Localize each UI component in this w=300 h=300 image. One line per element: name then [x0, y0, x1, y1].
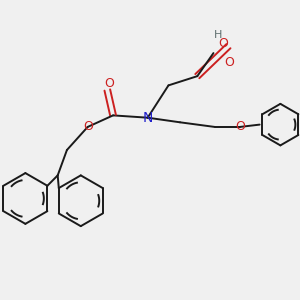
- Text: H: H: [214, 30, 222, 40]
- Text: O: O: [83, 120, 93, 134]
- Text: O: O: [235, 120, 245, 134]
- Text: N: N: [142, 111, 153, 125]
- Text: O: O: [105, 76, 115, 90]
- Text: O: O: [218, 37, 228, 50]
- Text: O: O: [225, 56, 235, 69]
